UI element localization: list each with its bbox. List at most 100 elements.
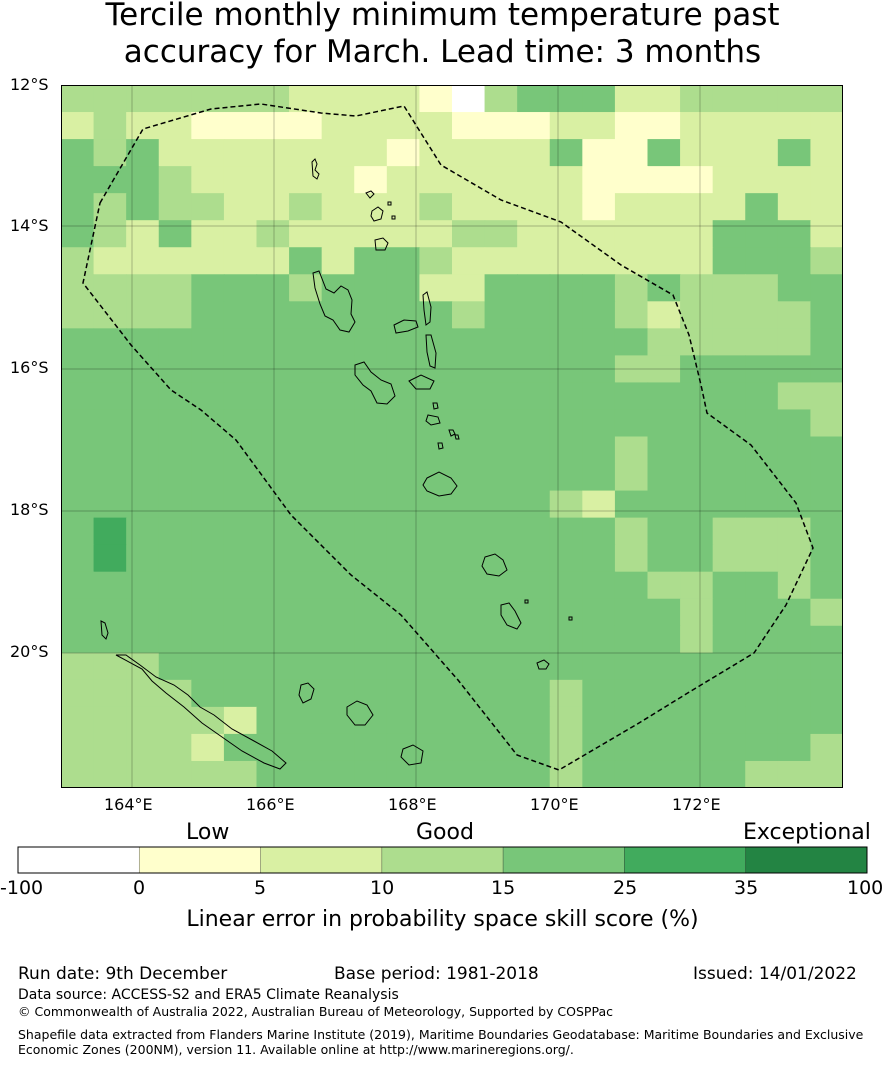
grid-cell xyxy=(452,733,486,762)
grid-cell xyxy=(158,571,192,600)
category-low: Low xyxy=(186,820,230,845)
grid-cell xyxy=(614,436,649,465)
grid-cell xyxy=(191,490,225,519)
colorbar-frame xyxy=(17,846,868,874)
grid-cell xyxy=(517,139,551,167)
grid-cell xyxy=(484,733,518,762)
grid-cell xyxy=(223,625,258,654)
grid-cell xyxy=(321,760,355,788)
grid-cell xyxy=(712,625,746,654)
grid-cell xyxy=(484,112,518,140)
grid-cell xyxy=(419,193,453,221)
grid-cell xyxy=(810,544,843,573)
grid-cell xyxy=(158,85,192,113)
grid-cell xyxy=(745,355,779,384)
grid-cell xyxy=(93,355,127,384)
colorbar xyxy=(17,846,868,874)
grid-cell xyxy=(614,382,649,411)
grid-cell xyxy=(289,598,323,627)
grid-cell xyxy=(712,220,746,248)
grid-cell xyxy=(680,328,714,356)
grid-cell xyxy=(321,652,355,681)
grid-cell xyxy=(745,328,779,356)
grid-cell xyxy=(191,382,225,411)
category-good: Good xyxy=(416,820,474,845)
grid-cell xyxy=(777,220,812,248)
tick-100: 100 xyxy=(847,877,884,899)
grid-cell xyxy=(419,544,453,573)
grid-cell xyxy=(419,247,453,275)
grid-cell xyxy=(289,544,323,573)
grid-cell xyxy=(582,166,616,194)
grid-cell xyxy=(126,598,160,627)
grid-cell xyxy=(419,652,453,681)
grid-cell xyxy=(354,247,388,275)
grid-cell xyxy=(647,652,681,681)
grid-cell xyxy=(484,355,518,384)
grid-cell xyxy=(191,733,225,762)
grid-cell xyxy=(647,112,681,140)
grid-cell xyxy=(680,760,714,788)
grid-cell xyxy=(680,274,714,302)
category-exceptional: Exceptional xyxy=(743,820,871,845)
grid-cell xyxy=(582,274,616,302)
grid-cell xyxy=(256,679,290,708)
grid-cell xyxy=(223,301,258,329)
graticule xyxy=(61,85,843,788)
grid-cell xyxy=(191,247,225,275)
grid-cell xyxy=(452,463,486,492)
grid-cell xyxy=(386,571,421,600)
lon-label-166e: 166°E xyxy=(246,795,295,814)
grid-cell xyxy=(256,274,290,302)
grid-cell xyxy=(614,328,649,356)
grid-cell xyxy=(93,166,127,194)
grid-cell xyxy=(680,706,714,735)
grid-cell xyxy=(712,598,746,627)
grid-cell xyxy=(745,166,779,194)
grid-cell xyxy=(680,544,714,573)
grid-cell xyxy=(647,517,681,546)
grid-cell xyxy=(517,544,551,573)
grid-cell xyxy=(517,328,551,356)
grid-cell xyxy=(93,733,127,762)
grid-cell xyxy=(614,112,649,140)
grid-cell xyxy=(777,166,812,194)
grid-cell xyxy=(126,625,160,654)
grid-cell xyxy=(158,274,192,302)
grid-cell xyxy=(321,355,355,384)
grid-cell xyxy=(549,328,583,356)
grid-cell xyxy=(745,517,779,546)
tick-10: 10 xyxy=(370,877,395,899)
copyright: © Commonwealth of Australia 2022, Austra… xyxy=(18,1004,613,1019)
grid-cell xyxy=(223,274,258,302)
grid-cell xyxy=(517,247,551,275)
grid-cell xyxy=(745,247,779,275)
grid-cell xyxy=(126,409,160,438)
grid-cell xyxy=(712,571,746,600)
grid-cell xyxy=(386,625,421,654)
grid-cell xyxy=(680,139,714,167)
grid-cell xyxy=(256,301,290,329)
grid-cell xyxy=(777,301,812,329)
grid-cell xyxy=(61,193,95,221)
lat-label-14s: 14°S xyxy=(10,216,49,235)
grid-cell xyxy=(484,193,518,221)
grid-cell xyxy=(517,166,551,194)
grid-cell xyxy=(777,247,812,275)
grid-cell xyxy=(126,139,160,167)
grid-cell xyxy=(680,679,714,708)
grid-cell xyxy=(126,706,160,735)
grid-cell xyxy=(582,85,616,113)
grid-cell xyxy=(321,733,355,762)
grid-cell xyxy=(256,355,290,384)
grid-cell xyxy=(614,274,649,302)
grid-cell xyxy=(810,112,843,140)
lon-label-172e: 172°E xyxy=(672,795,721,814)
island-tongoa xyxy=(448,429,456,437)
grid-cell xyxy=(647,166,681,194)
grid-cell xyxy=(419,706,453,735)
grid-cell xyxy=(93,85,127,113)
grid-cell xyxy=(256,436,290,465)
grid-cell xyxy=(93,436,127,465)
grid-cell xyxy=(256,706,290,735)
